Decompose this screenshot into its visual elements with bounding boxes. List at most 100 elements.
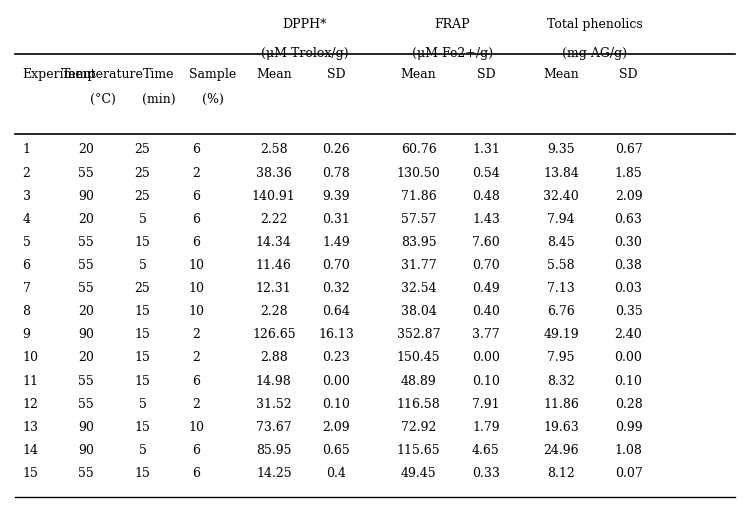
Text: 31.77: 31.77 bbox=[400, 259, 436, 272]
Text: 9: 9 bbox=[22, 328, 30, 341]
Text: 90: 90 bbox=[78, 444, 94, 457]
Text: 15: 15 bbox=[134, 421, 151, 434]
Text: 0.03: 0.03 bbox=[614, 282, 643, 295]
Text: 1.43: 1.43 bbox=[472, 213, 500, 226]
Text: 7.91: 7.91 bbox=[472, 398, 500, 410]
Text: 5.58: 5.58 bbox=[548, 259, 574, 272]
Text: (%): (%) bbox=[202, 93, 224, 106]
Text: 116.58: 116.58 bbox=[397, 398, 440, 410]
Text: 126.65: 126.65 bbox=[252, 328, 296, 341]
Text: 13: 13 bbox=[22, 421, 38, 434]
Text: 1.85: 1.85 bbox=[615, 166, 642, 179]
Text: 57.57: 57.57 bbox=[400, 213, 436, 226]
Text: 1.79: 1.79 bbox=[472, 421, 500, 434]
Text: 1: 1 bbox=[22, 143, 31, 157]
Text: Mean: Mean bbox=[256, 68, 292, 81]
Text: 11: 11 bbox=[22, 374, 38, 388]
Text: 32.54: 32.54 bbox=[400, 282, 436, 295]
Text: 31.52: 31.52 bbox=[256, 398, 292, 410]
Text: 10: 10 bbox=[22, 352, 38, 364]
Text: 55: 55 bbox=[78, 467, 94, 480]
Text: 0.10: 0.10 bbox=[322, 398, 350, 410]
Text: 6.76: 6.76 bbox=[547, 305, 574, 318]
Text: 38.36: 38.36 bbox=[256, 166, 292, 179]
Text: 7.60: 7.60 bbox=[472, 236, 500, 249]
Text: 8.32: 8.32 bbox=[547, 374, 574, 388]
Text: 0.32: 0.32 bbox=[322, 282, 350, 295]
Text: 14: 14 bbox=[22, 444, 38, 457]
Text: 140.91: 140.91 bbox=[252, 190, 296, 203]
Text: 0.54: 0.54 bbox=[472, 166, 500, 179]
Text: 14.34: 14.34 bbox=[256, 236, 292, 249]
Text: 9.39: 9.39 bbox=[322, 190, 350, 203]
Text: 0.33: 0.33 bbox=[472, 467, 500, 480]
Text: 0.35: 0.35 bbox=[615, 305, 642, 318]
Text: 0.10: 0.10 bbox=[614, 374, 643, 388]
Text: 0.4: 0.4 bbox=[326, 467, 346, 480]
Text: 90: 90 bbox=[78, 328, 94, 341]
Text: 38.04: 38.04 bbox=[400, 305, 436, 318]
Text: 15: 15 bbox=[134, 467, 151, 480]
Text: 24.96: 24.96 bbox=[543, 444, 579, 457]
Text: 6: 6 bbox=[193, 374, 200, 388]
Text: 85.95: 85.95 bbox=[256, 444, 292, 457]
Text: 6: 6 bbox=[193, 444, 200, 457]
Text: 0.65: 0.65 bbox=[322, 444, 350, 457]
Text: 0.00: 0.00 bbox=[322, 374, 350, 388]
Text: 6: 6 bbox=[193, 213, 200, 226]
Text: 0.40: 0.40 bbox=[472, 305, 500, 318]
Text: (μM Fe2+/g): (μM Fe2+/g) bbox=[412, 47, 493, 59]
Text: 15: 15 bbox=[134, 328, 151, 341]
Text: 90: 90 bbox=[78, 190, 94, 203]
Text: 6: 6 bbox=[193, 190, 200, 203]
Text: 55: 55 bbox=[78, 259, 94, 272]
Text: 0.28: 0.28 bbox=[615, 398, 642, 410]
Text: 2: 2 bbox=[193, 352, 200, 364]
Text: 20: 20 bbox=[78, 352, 94, 364]
Text: 14.25: 14.25 bbox=[256, 467, 292, 480]
Text: 8.45: 8.45 bbox=[547, 236, 574, 249]
Text: 0.31: 0.31 bbox=[322, 213, 350, 226]
Text: 2: 2 bbox=[193, 166, 200, 179]
Text: 6: 6 bbox=[193, 467, 200, 480]
Text: 2.88: 2.88 bbox=[260, 352, 288, 364]
Text: 6: 6 bbox=[22, 259, 31, 272]
Text: 73.67: 73.67 bbox=[256, 421, 292, 434]
Text: 5: 5 bbox=[139, 213, 146, 226]
Text: 7.95: 7.95 bbox=[548, 352, 574, 364]
Text: 10: 10 bbox=[188, 421, 205, 434]
Text: FRAP: FRAP bbox=[434, 18, 470, 31]
Text: Mean: Mean bbox=[400, 68, 436, 81]
Text: 72.92: 72.92 bbox=[400, 421, 436, 434]
Text: 3.77: 3.77 bbox=[472, 328, 500, 341]
Text: SD: SD bbox=[620, 68, 638, 81]
Text: 25: 25 bbox=[135, 282, 150, 295]
Text: 15: 15 bbox=[134, 305, 151, 318]
Text: 1.08: 1.08 bbox=[614, 444, 643, 457]
Text: (mg AG/g): (mg AG/g) bbox=[562, 47, 627, 59]
Text: 11.86: 11.86 bbox=[543, 398, 579, 410]
Text: 8: 8 bbox=[22, 305, 31, 318]
Text: 2: 2 bbox=[193, 398, 200, 410]
Text: 9.35: 9.35 bbox=[548, 143, 574, 157]
Text: 55: 55 bbox=[78, 374, 94, 388]
Text: (μM Trolox/g): (μM Trolox/g) bbox=[261, 47, 348, 59]
Text: 16.13: 16.13 bbox=[318, 328, 354, 341]
Text: 0.64: 0.64 bbox=[322, 305, 350, 318]
Text: 0.48: 0.48 bbox=[472, 190, 500, 203]
Text: 83.95: 83.95 bbox=[400, 236, 436, 249]
Text: 0.78: 0.78 bbox=[322, 166, 350, 179]
Text: 2.28: 2.28 bbox=[260, 305, 287, 318]
Text: 0.63: 0.63 bbox=[614, 213, 643, 226]
Text: 6: 6 bbox=[193, 236, 200, 249]
Text: 55: 55 bbox=[78, 398, 94, 410]
Text: 0.30: 0.30 bbox=[614, 236, 643, 249]
Text: 15: 15 bbox=[22, 467, 38, 480]
Text: 20: 20 bbox=[78, 305, 94, 318]
Text: 48.89: 48.89 bbox=[400, 374, 436, 388]
Text: DPPH*: DPPH* bbox=[282, 18, 327, 31]
Text: 12.31: 12.31 bbox=[256, 282, 292, 295]
Text: 0.38: 0.38 bbox=[614, 259, 643, 272]
Text: Total phenolics: Total phenolics bbox=[547, 18, 643, 31]
Text: 13.84: 13.84 bbox=[543, 166, 579, 179]
